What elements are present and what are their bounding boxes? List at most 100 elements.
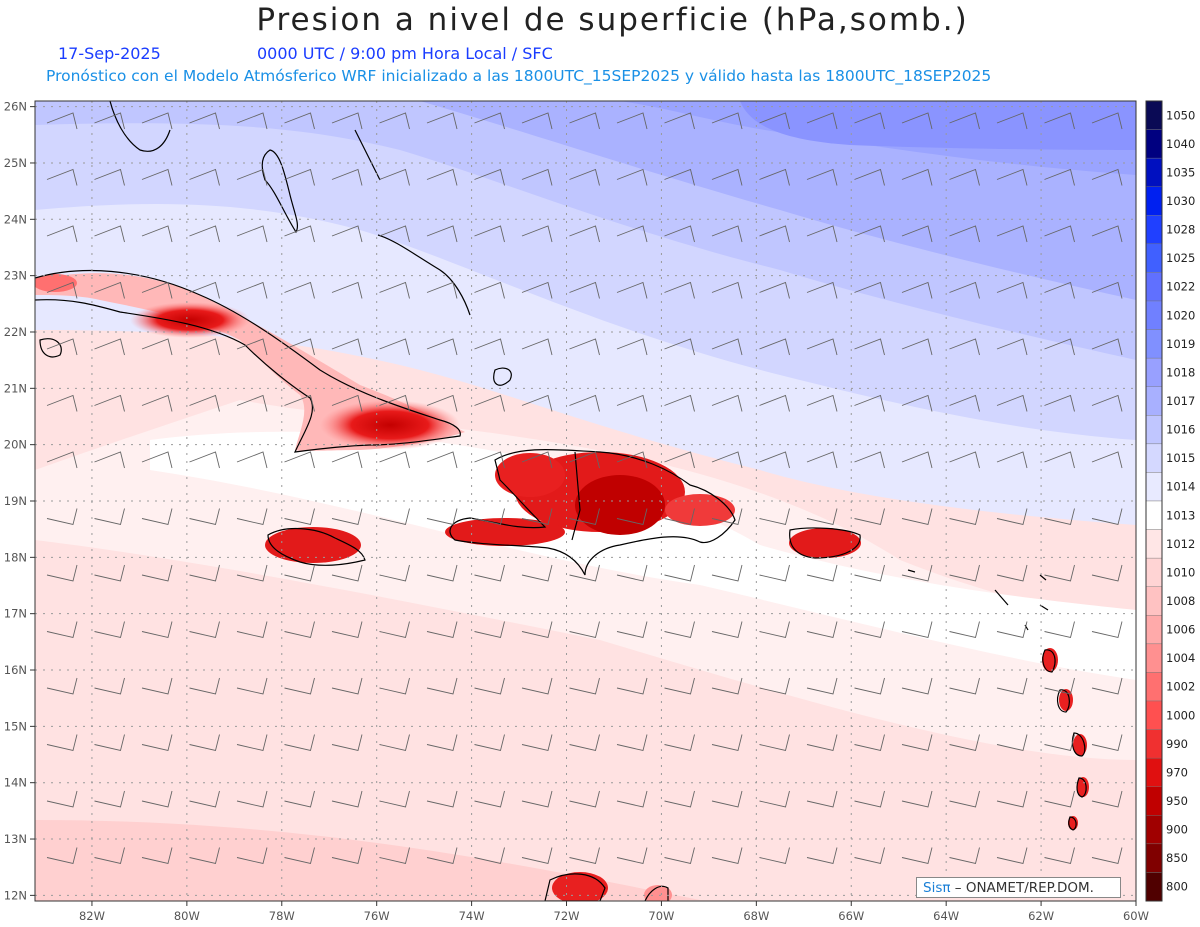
wind-barb	[1091, 564, 1123, 582]
wind-barb	[901, 168, 933, 186]
wind-barb	[521, 168, 553, 186]
wind-barb	[236, 168, 268, 186]
wind-barb	[996, 734, 1028, 752]
wind-barb	[331, 168, 363, 186]
wind-barb	[379, 168, 410, 186]
wind-barb	[806, 281, 838, 299]
colorbar-swatch	[1145, 300, 1163, 330]
lon-tick-label: 72W	[554, 909, 580, 923]
wind-barb	[1044, 790, 1075, 808]
wind-barb	[854, 394, 885, 412]
wind-barb	[949, 168, 980, 186]
lon-tick-label: 70W	[648, 909, 674, 923]
lon-tick-label: 68W	[743, 909, 769, 923]
wind-barb	[474, 621, 505, 639]
wind-barb	[1091, 225, 1123, 243]
wind-barb	[46, 338, 78, 356]
wind-barbs	[46, 112, 1123, 920]
wind-barb	[46, 677, 78, 695]
wind-barb	[616, 281, 648, 299]
wind-barb	[996, 621, 1028, 639]
wind-barb	[996, 112, 1028, 130]
wind-barb	[901, 508, 933, 526]
wind-barb	[426, 394, 458, 412]
wind-barb	[331, 281, 363, 299]
wind-barb	[331, 790, 363, 808]
wind-barb	[1091, 847, 1123, 865]
wind-barb	[901, 394, 933, 412]
wind-barb	[521, 225, 553, 243]
wind-barb	[949, 734, 980, 752]
wind-barb	[141, 734, 173, 752]
wind-barb	[806, 677, 838, 695]
wind-barb	[521, 508, 553, 526]
wind-barb	[284, 564, 315, 582]
wind-barb	[664, 168, 695, 186]
wind-barb	[1091, 508, 1123, 526]
wind-barb	[46, 394, 78, 412]
wind-barb	[46, 734, 78, 752]
wind-barb	[854, 451, 885, 469]
wind-barb	[854, 564, 885, 582]
lat-tick-label: 25N	[4, 156, 27, 170]
wind-barb	[616, 790, 648, 808]
wind-barb	[426, 734, 458, 752]
wind-barb	[46, 451, 78, 469]
wind-barb	[236, 564, 268, 582]
wind-barb	[141, 677, 173, 695]
wind-barb	[616, 112, 648, 130]
wind-barb	[426, 225, 458, 243]
wind-barb	[854, 734, 885, 752]
wind-barb	[806, 847, 838, 865]
wind-barb	[189, 225, 220, 243]
wind-barb	[806, 225, 838, 243]
wind-barb	[949, 508, 980, 526]
wind-barb	[521, 621, 553, 639]
wind-barb	[616, 734, 648, 752]
wind-barb	[901, 281, 933, 299]
wind-barb	[664, 508, 695, 526]
wind-barb	[711, 734, 743, 752]
wind-barb	[949, 451, 980, 469]
credit-text: – ONAMET/REP.DOM.	[950, 880, 1094, 896]
wind-barb	[331, 734, 363, 752]
wind-barb	[759, 394, 790, 412]
wind-barb	[996, 508, 1028, 526]
wind-barb	[711, 225, 743, 243]
wind-barb	[1091, 338, 1123, 356]
wind-barb	[807, 904, 837, 920]
wind-barb	[284, 508, 315, 526]
axis-ticks: 82W 80W 78W 76W 74W 72W 70W 68W 66W 64W 62W 60W 12N 1…	[4, 100, 1149, 923]
land-pressure-lows	[35, 273, 1089, 901]
wind-barb	[949, 677, 980, 695]
wind-barb	[712, 904, 742, 920]
wind-barb	[474, 677, 505, 695]
wind-barb	[996, 451, 1028, 469]
wind-barb	[949, 112, 980, 130]
wind-barb	[521, 564, 553, 582]
lat-tick-label: 19N	[4, 494, 27, 508]
wind-barb	[996, 338, 1028, 356]
colorbar-label: 1012	[1166, 537, 1195, 551]
colorbar-swatch	[1145, 872, 1163, 902]
wind-barb	[949, 621, 980, 639]
pressure-band-1014	[150, 431, 1136, 680]
wind-barb	[616, 451, 648, 469]
wind-barb	[569, 225, 600, 243]
pressure-band-1020	[740, 101, 1136, 150]
wind-barb	[806, 621, 838, 639]
wind-barb	[236, 790, 268, 808]
colorbar-label: 800	[1166, 880, 1188, 894]
colorbar-swatch	[1145, 786, 1163, 816]
wind-barb	[996, 281, 1028, 299]
wind-barb	[521, 394, 553, 412]
wind-barb	[1044, 225, 1075, 243]
wind-barb	[474, 508, 505, 526]
wind-barb	[759, 112, 790, 130]
wind-barb	[569, 281, 600, 299]
wind-barb	[664, 564, 695, 582]
colorbar-swatch	[1145, 100, 1163, 130]
wind-barb	[331, 225, 363, 243]
wind-barb	[189, 847, 220, 865]
colorbar-swatch	[1145, 643, 1163, 673]
